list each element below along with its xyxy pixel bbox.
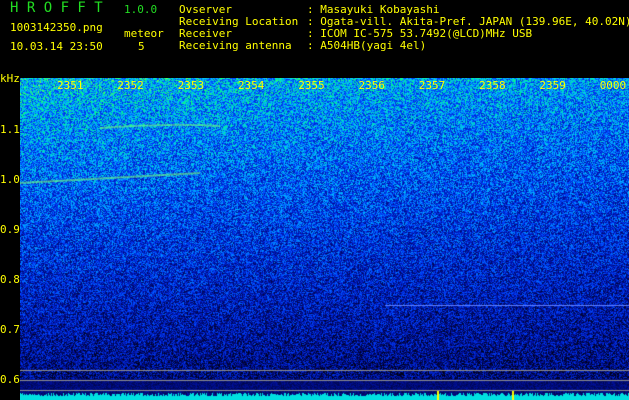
time-tick-label: 2355	[298, 79, 325, 92]
time-tick-label: 2359	[539, 79, 566, 92]
info-antenna: Receiving antenna: A504HB(yagi 4el)	[179, 39, 427, 52]
time-tick-label: 2352	[117, 79, 144, 92]
time-tick-label: 0000	[599, 79, 627, 92]
spectrogram	[20, 78, 629, 400]
time-tick-label: 2354	[237, 79, 265, 92]
y-tick-label: 0.8	[0, 273, 20, 286]
meteor-count: 5	[138, 40, 145, 53]
app-title: H R O F F T	[10, 0, 103, 16]
station-info: Ovserver: Masayuki Kobayashi Receiving L…	[179, 4, 629, 52]
time-tick-label: 2356	[358, 79, 386, 92]
y-tick-label: 0.6	[0, 373, 20, 386]
time-tick-label: 2357	[418, 79, 446, 92]
y-tick-label: 0.7	[0, 323, 20, 336]
info-observer: Ovserver: Masayuki Kobayashi	[179, 3, 440, 16]
y-tick-label: 1.0	[0, 173, 20, 186]
time-tick-label: 2351	[57, 79, 84, 92]
time-tick-label: 2358	[479, 79, 506, 92]
time-tick-label: 2353	[177, 79, 205, 92]
meteor-label: meteor	[124, 27, 164, 40]
file-datetime: 10.03.14 23:50	[10, 40, 103, 53]
y-tick-label: 0.9	[0, 223, 20, 236]
info-receiver: Receiver: ICOM IC-575 53.7492(@LCD)MHz U…	[179, 27, 533, 40]
y-unit-label: kHz	[0, 72, 20, 85]
file-name: 1003142350.png	[10, 21, 103, 34]
y-tick-label: 1.1	[0, 123, 20, 136]
app-version: 1.0.0	[124, 3, 158, 16]
info-location: Receiving Location: Ogata-vill. Akita-Pr…	[179, 15, 629, 28]
